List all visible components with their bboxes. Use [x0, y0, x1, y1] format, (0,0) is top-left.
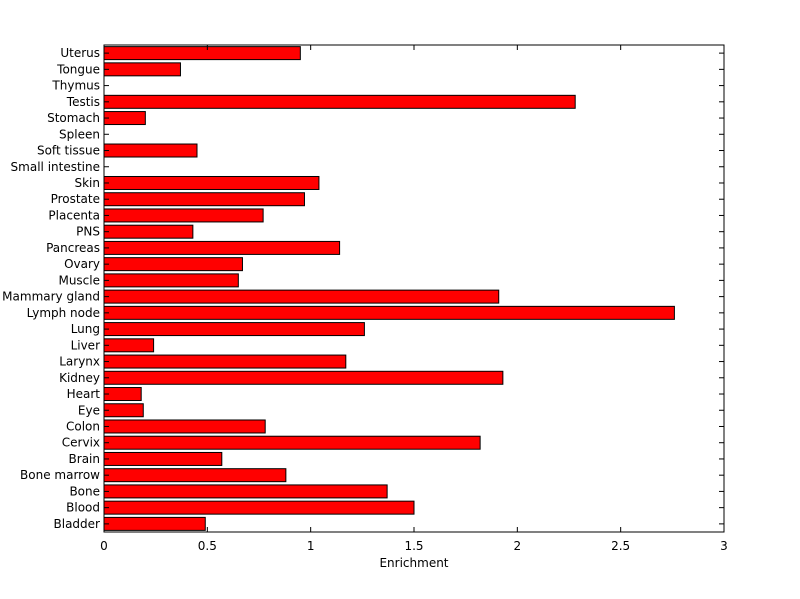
y-tick-label: Lung: [71, 322, 100, 336]
bar-bone-marrow: [103, 468, 287, 483]
y-tick-label: Stomach: [47, 111, 100, 125]
bar-prostate: [103, 192, 305, 207]
y-tick-label: Eye: [78, 403, 100, 417]
x-tick-label: 1.5: [404, 539, 423, 553]
bar-tongue: [103, 62, 181, 77]
y-tick-label: Cervix: [62, 436, 100, 450]
y-tick-label: Liver: [71, 338, 101, 352]
x-axis-label: Enrichment: [379, 556, 448, 570]
y-tick-label: Pancreas: [46, 241, 100, 255]
x-ticks-group: 0 0.5 1 1.5 2 2.5 3: [100, 45, 728, 553]
x-tick-label: 2.5: [611, 539, 630, 553]
y-tick-label: PNS: [76, 225, 100, 239]
y-tick-label: Skin: [74, 176, 100, 190]
y-ticks-group: Bladder Blood Bone Bone marrow Brain Cervix Co…: [2, 46, 724, 531]
y-tick-label: Bladder: [54, 517, 101, 531]
bar-kidney: [103, 370, 504, 385]
y-tick-label: Thymus: [51, 79, 100, 93]
y-tick-label: Bone marrow: [20, 468, 100, 482]
bar-cervix: [103, 435, 481, 450]
bar-skin: [103, 175, 320, 190]
y-tick-label: Lymph node: [27, 306, 100, 320]
x-tick-label: 0.5: [198, 539, 217, 553]
bar-soft-tissue: [103, 143, 198, 158]
bar-uterus: [103, 46, 301, 61]
x-tick-label: 1: [307, 539, 315, 553]
bar-eye: [103, 403, 144, 418]
bar-colon: [103, 419, 266, 434]
y-tick-label: Ovary: [64, 257, 100, 271]
y-tick-label: Brain: [69, 452, 100, 466]
y-tick-label: Prostate: [51, 192, 100, 206]
plot-area: [104, 45, 724, 532]
bar-testis: [103, 94, 576, 109]
bar-heart: [103, 387, 142, 402]
bar-mammary-gland: [103, 289, 500, 304]
y-tick-label: Colon: [66, 419, 100, 433]
x-tick-label: 3: [720, 539, 728, 553]
y-tick-label: Mammary gland: [2, 290, 100, 304]
bar-pancreas: [103, 240, 341, 255]
y-tick-label: Muscle: [58, 273, 100, 287]
x-tick-label: 2: [514, 539, 522, 553]
y-tick-label: Tongue: [56, 62, 100, 76]
y-tick-label: Heart: [67, 387, 101, 401]
bar-stomach: [103, 111, 146, 126]
y-tick-label: Bone: [69, 484, 100, 498]
bar-bladder: [103, 516, 206, 531]
y-tick-label: Uterus: [60, 46, 100, 60]
bar-larynx: [103, 354, 347, 369]
y-tick-label: Placenta: [48, 208, 100, 222]
bar-pns: [103, 224, 194, 239]
y-tick-label: Spleen: [59, 127, 100, 141]
bar-liver: [103, 338, 155, 353]
y-tick-label: Larynx: [59, 355, 100, 369]
bar-lymph-node: [103, 305, 675, 320]
y-tick-label: Soft tissue: [37, 144, 100, 158]
bar-blood: [103, 500, 415, 515]
plot-frame: [103, 44, 725, 533]
y-tick-label: Small intestine: [11, 160, 100, 174]
bar-placenta: [103, 208, 264, 223]
y-tick-label: Testis: [66, 95, 100, 109]
y-tick-label: Blood: [66, 501, 100, 515]
bar-bone: [103, 484, 388, 499]
bar-ovary: [103, 257, 243, 272]
x-tick-label: 0: [100, 539, 108, 553]
bar-lung: [103, 322, 365, 337]
bar-brain: [103, 451, 223, 466]
bar-muscle: [103, 273, 239, 288]
y-tick-label: Kidney: [59, 371, 100, 385]
